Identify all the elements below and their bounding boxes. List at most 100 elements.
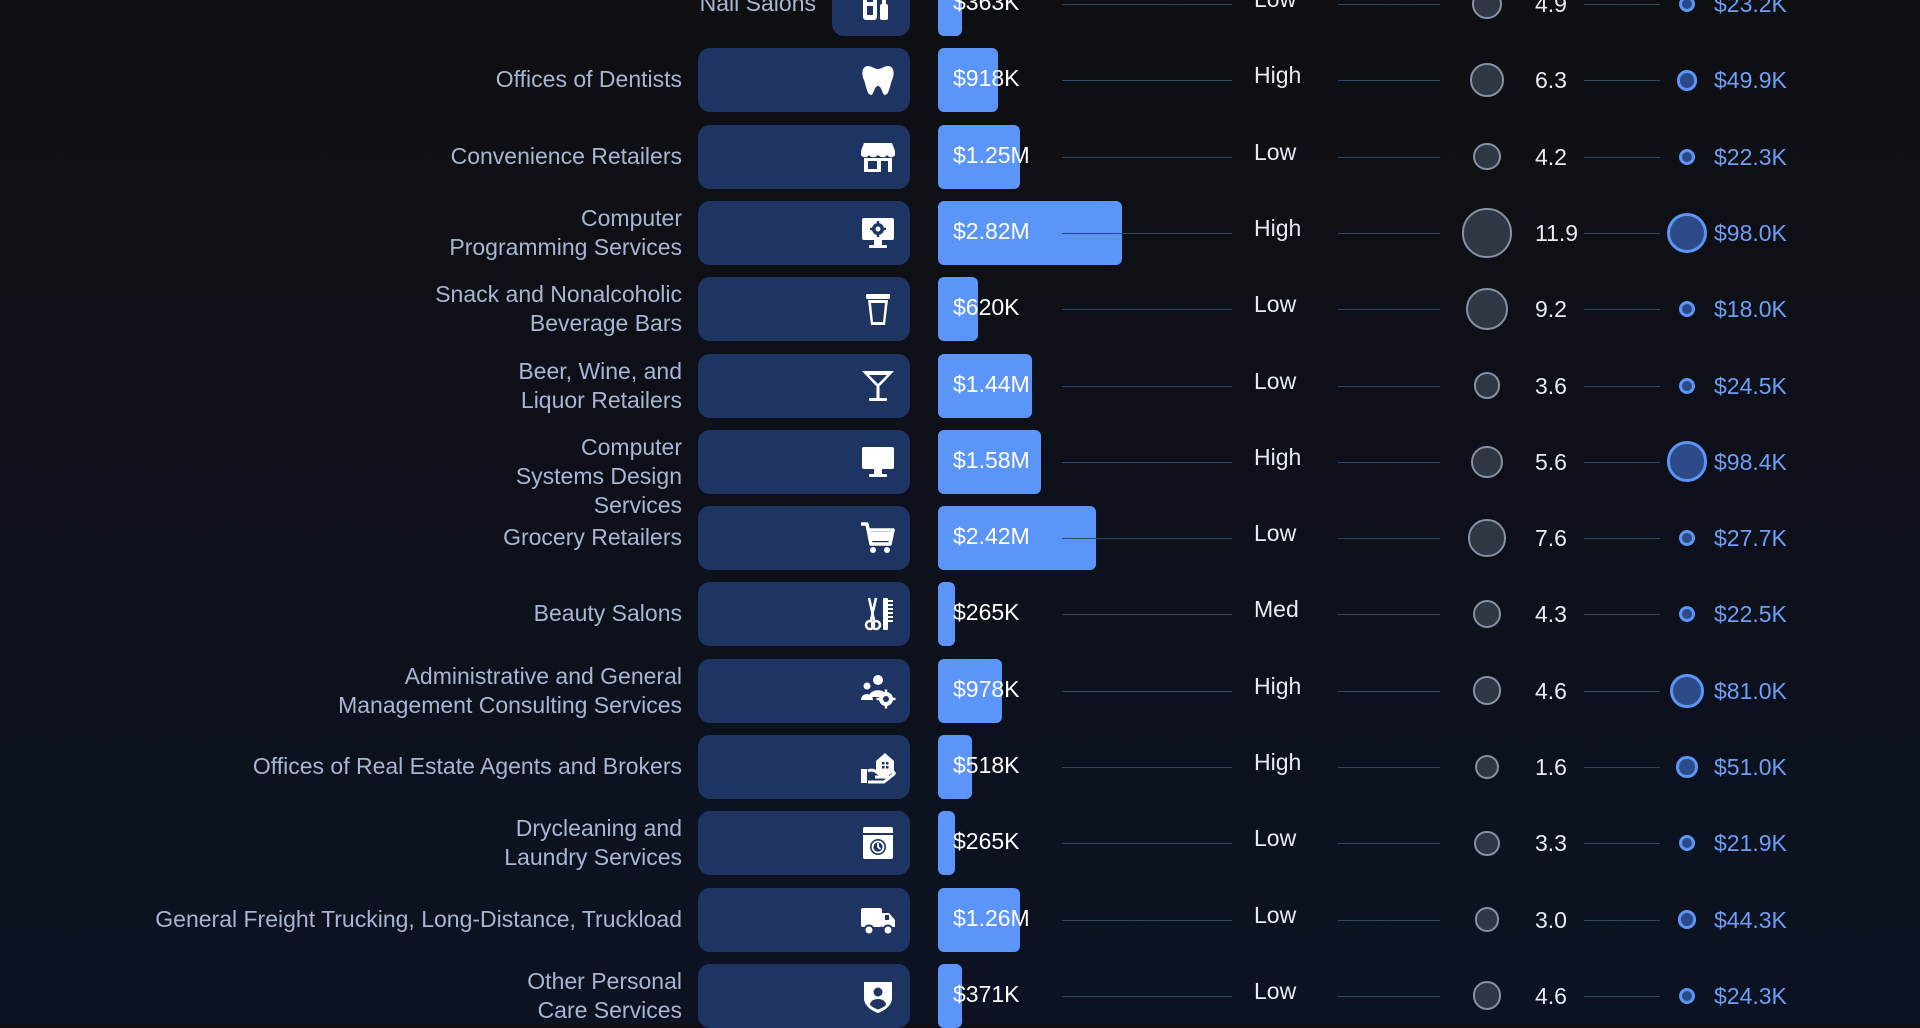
competition-label: Low: [1254, 825, 1297, 852]
connector-line: [1584, 919, 1660, 921]
storefront-icon: [861, 142, 895, 172]
competition-label: Low: [1254, 0, 1296, 13]
score-dot: [1462, 208, 1512, 258]
industry-label: Convenience Retailers: [450, 142, 682, 169]
wage-label: $98.0K: [1714, 219, 1787, 246]
icon-box: [698, 48, 910, 113]
wage-label: $24.3K: [1714, 982, 1787, 1009]
users-gear-icon: [861, 674, 896, 709]
industry-label: Beer, Wine, and Liquor Retailers: [518, 357, 682, 413]
connector-line: [1584, 4, 1660, 5]
revenue-label: $518K: [953, 752, 1020, 778]
connector-line: [1338, 80, 1440, 82]
connector-line: [1062, 385, 1232, 387]
connector-line: [1338, 156, 1440, 158]
washing-machine-icon: [863, 827, 893, 860]
cocktail-icon: [862, 370, 894, 401]
competition-label: High: [1254, 62, 1302, 89]
icon-box: [698, 963, 910, 1028]
score-label: 4.6: [1535, 677, 1567, 704]
icon-box: [698, 277, 910, 342]
connector-line: [1584, 156, 1660, 158]
connector-line: [1062, 995, 1232, 997]
revenue-label: $371K: [953, 980, 1020, 1007]
score-label: 11.9: [1535, 219, 1579, 246]
truck-icon: [861, 907, 895, 936]
connector-line: [1338, 385, 1440, 387]
score-dot: [1468, 519, 1506, 557]
wage-label: $98.4K: [1714, 448, 1787, 475]
connector-line: [1584, 690, 1660, 692]
competition-label: High: [1254, 672, 1302, 699]
shopping-cart-icon: [861, 522, 895, 554]
revenue-label: $1.25M: [953, 141, 1030, 168]
connector-line: [1338, 614, 1440, 616]
revenue-label: $1.44M: [953, 370, 1030, 397]
wage-label: $44.3K: [1714, 906, 1787, 933]
score-dot: [1472, 600, 1501, 629]
icon-box: [698, 124, 910, 189]
industry-label: Drycleaning and Laundry Services: [504, 815, 682, 871]
connector-line: [1062, 309, 1232, 311]
connector-line: [1338, 690, 1440, 692]
connector-line: [1338, 767, 1440, 768]
revenue-label: $978K: [953, 675, 1020, 702]
wage-label: $22.5K: [1714, 601, 1787, 628]
monitor-icon: [862, 446, 894, 477]
icon-box: [698, 658, 910, 723]
score-dot: [1472, 981, 1502, 1011]
industry-label: Offices of Dentists: [495, 66, 682, 93]
industry-label: Nail Salons: [699, 0, 816, 16]
revenue-bar: [938, 582, 956, 647]
person-badge-icon: [864, 981, 892, 1013]
revenue-bar: [938, 658, 1002, 723]
competition-label: High: [1254, 214, 1302, 241]
revenue-bar: [938, 811, 956, 876]
score-dot: [1473, 142, 1501, 171]
connector-line: [1062, 461, 1232, 463]
revenue-bar: [938, 0, 962, 36]
wage-dot: [1666, 212, 1708, 254]
wage-dot: [1676, 69, 1698, 91]
connector-line: [1338, 461, 1440, 463]
score-label: 3.3: [1535, 830, 1567, 857]
score-label: 3.6: [1535, 372, 1567, 399]
score-dot: [1466, 288, 1508, 331]
score-dot: [1474, 830, 1500, 856]
connector-line: [1584, 80, 1660, 82]
industry-label: Computer Programming Services: [449, 204, 682, 260]
revenue-bar: [938, 124, 1020, 189]
wage-label: $22.3K: [1714, 143, 1787, 170]
icon-box: [698, 582, 910, 647]
connector-line: [1062, 80, 1232, 82]
score-dot: [1470, 63, 1504, 98]
connector-line: [1338, 919, 1440, 921]
icon-box: [698, 506, 910, 571]
competition-label: Low: [1254, 901, 1297, 928]
connector-line: [1584, 614, 1660, 616]
industry-label: General Freight Trucking, Long-Distance,…: [155, 905, 682, 932]
revenue-label: $265K: [953, 828, 1020, 855]
industry-label: Snack and Nonalcoholic Beverage Bars: [435, 281, 682, 337]
wage-dot: [1679, 835, 1695, 852]
score-dot: [1474, 907, 1500, 932]
wage-dot: [1679, 377, 1695, 394]
connector-line: [1584, 232, 1660, 234]
revenue-label: $1.26M: [953, 904, 1030, 931]
wage-dot: [1679, 530, 1695, 547]
score-label: 4.2: [1535, 143, 1567, 170]
icon-box: [698, 887, 910, 952]
connector-line: [1338, 538, 1440, 540]
wage-label: $81.0K: [1714, 677, 1787, 704]
connector-line: [1338, 995, 1440, 997]
wage-label: $24.5K: [1714, 372, 1787, 399]
wage-dot: [1679, 987, 1695, 1004]
icon-box: [698, 735, 910, 799]
score-dot: [1472, 676, 1502, 706]
competition-label: High: [1254, 443, 1302, 470]
revenue-bar: [938, 277, 979, 342]
connector-line: [1584, 995, 1660, 997]
connector-line: [1062, 156, 1232, 158]
hand-house-icon: [861, 753, 896, 784]
revenue-bar: [938, 353, 1032, 418]
